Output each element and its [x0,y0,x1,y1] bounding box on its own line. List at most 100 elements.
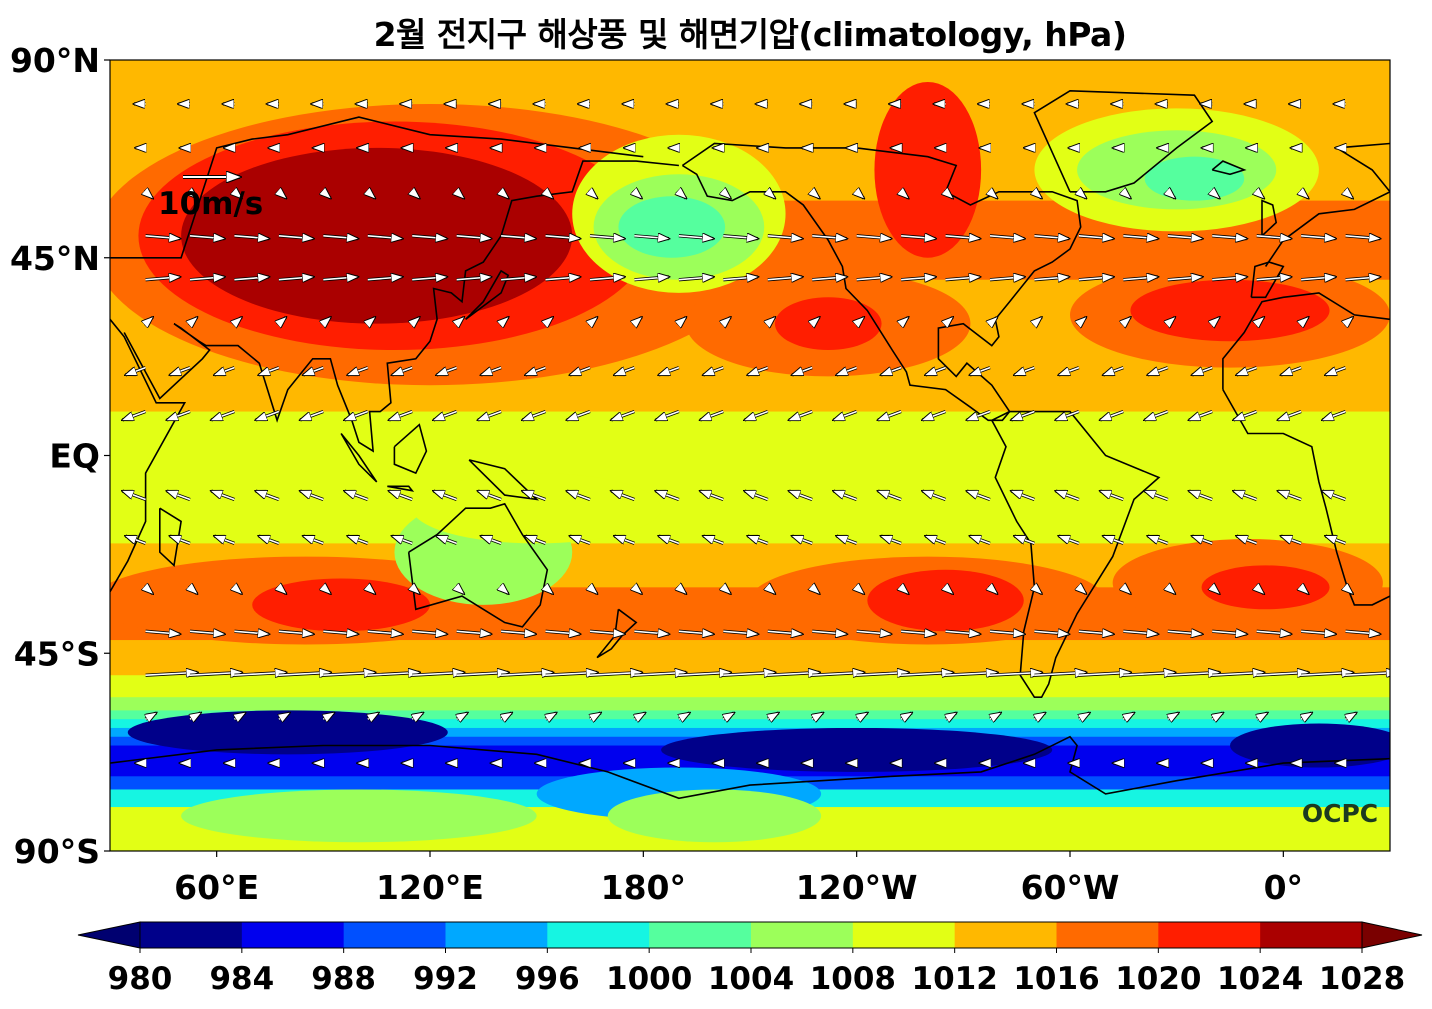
colorbar-segment [751,922,854,948]
colorbar-label: 1004 [708,961,794,997]
wind-vector [412,192,419,198]
wind-vector [567,489,591,501]
wind-vector [1123,631,1157,634]
wind-vector [1167,236,1202,239]
wind-vector [1322,489,1347,501]
wind-vector [478,489,502,501]
colorbar-label: 996 [515,961,580,997]
wind-vector [1256,277,1291,280]
wind-vector [659,366,680,377]
wind-vector [1168,192,1175,198]
wind-vector [1326,534,1347,545]
wind-vector [1237,366,1258,377]
wind-vector [881,534,902,545]
wind-vector [170,366,191,377]
pressure-cell [1130,279,1330,342]
wind-vector [1148,366,1169,377]
wind-vector [367,236,402,239]
wind-vector [146,317,153,323]
wind-vector [1256,672,1309,675]
coastline [110,116,644,259]
wind-vector [348,366,369,377]
wind-vector [768,317,775,323]
colorbar-label: 1024 [1217,961,1303,997]
wind-vector [1345,236,1380,239]
wind-vector [1256,236,1291,239]
wind-vector [589,236,624,239]
colorbar-label: 1020 [1115,961,1201,997]
wind-vector [323,672,375,675]
wind-vector [368,317,375,323]
wind-vector [1281,366,1302,377]
wind-vector [703,534,724,545]
wind-vector [812,587,819,593]
wind-vector [456,631,491,634]
wind-vector [1234,410,1258,422]
wind-vector [501,192,508,198]
wind-vector [1034,672,1086,675]
wind-vector [700,410,724,422]
pressure-cell [412,473,662,544]
wind-vector [1234,489,1258,501]
wind-vector [1011,489,1035,501]
wind-vector [522,489,547,501]
wind-vector [1123,672,1175,675]
wind-vector [901,672,953,675]
wind-vector [856,631,891,634]
wind-vector [1168,317,1175,323]
wind-vector [1237,534,1258,545]
coastline [1261,199,1278,237]
colorbar-segment [1260,922,1363,948]
wind-vector [368,587,375,593]
wind-vector [723,277,757,280]
wind-vector [678,631,713,634]
wind-vector [1167,631,1202,634]
wind-vector [1078,277,1113,280]
wind-vector [234,236,268,239]
wind-vector [389,489,413,501]
wind-vector [167,410,191,422]
wind-vector [1192,366,1213,377]
wind-vector [457,317,464,323]
wind-vector [323,631,357,634]
wind-vector [767,631,802,634]
wind-vector [1257,317,1264,323]
colorbar-segment [1056,922,1159,948]
x-tick-label: 120°W [796,868,918,907]
wind-vector [679,587,686,593]
wind-vector [211,410,235,422]
wind-vector [1301,317,1308,323]
wind-vector [946,713,957,719]
wind-vector [901,587,908,593]
pressure-cell [252,578,430,632]
wind-vector [146,713,157,719]
wind-vector [1346,192,1353,198]
wind-vector [522,410,547,422]
wind-vector [857,192,864,198]
wind-vector [634,277,668,280]
wind-vector [990,587,997,593]
wind-vector [392,366,413,377]
wind-vector [812,713,823,719]
map-title: 2월 전지구 해상풍 및 해면기압(climatology, hPa) [373,15,1127,54]
wind-vector [659,534,680,545]
wind-vector [501,587,508,593]
wind-vector [1079,192,1086,198]
reference-vector: 10m/s [158,177,263,222]
wind-vector [945,236,980,239]
wind-vector [323,587,330,593]
wind-vector [1212,236,1246,239]
colorbar-segment [140,922,243,948]
wind-vector [1278,489,1302,501]
wind-vector [589,672,642,675]
wind-vector [970,366,991,377]
y-tick-label: 90°S [14,832,100,871]
wind-vector [323,277,357,280]
wind-vector [1346,713,1357,719]
wind-vector [545,672,598,675]
wind-vector [389,410,413,422]
wind-vector [1300,277,1335,280]
x-axis: 60°E 120°E 180° 120°W 60°W 0° [174,851,1303,907]
wind-vector [700,489,724,501]
